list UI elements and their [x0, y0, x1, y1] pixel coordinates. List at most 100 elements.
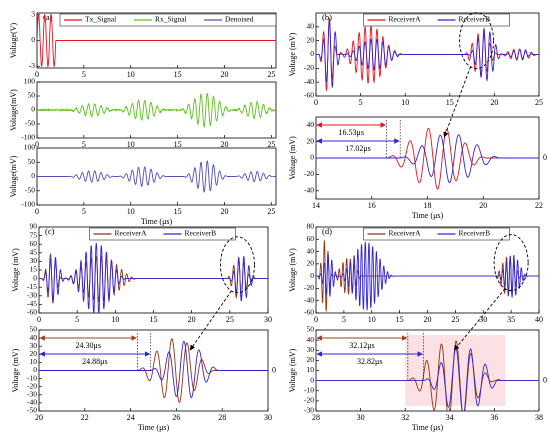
y-tick-label: 0 — [310, 271, 314, 280]
legend-label-rx_signal: Rx_Signal — [155, 15, 187, 24]
y-tick-label: -100 — [21, 200, 35, 209]
legend-box — [89, 227, 236, 241]
zero-label: 0 — [272, 365, 276, 374]
y-tick-label: -15 — [27, 282, 37, 291]
y-tick-label: -40 — [27, 398, 37, 407]
x-tick-label: 25 — [267, 207, 275, 216]
y-axis-label: Voltage (mV) — [288, 248, 297, 292]
x-tick-label: 5 — [82, 70, 86, 79]
x-tick-label: 20 — [188, 315, 196, 324]
y-tick-label: 40 — [30, 333, 38, 342]
y-tick-label: 45 — [30, 248, 38, 257]
y-tick-label: -50 — [25, 119, 35, 128]
x-tick-label: 25 — [451, 315, 459, 324]
y-tick-label: -20 — [304, 169, 314, 178]
panel-label: (c) — [45, 226, 55, 236]
zero-label: 0 — [543, 153, 547, 162]
x-tick-label: 28 — [218, 413, 226, 422]
legend-box — [363, 227, 510, 241]
y-tick-label: 15 — [30, 265, 38, 274]
y-tick-label: 0 — [310, 375, 314, 384]
y-tick-label: -45 — [27, 299, 37, 308]
y-axis-label: Voltage(mV) — [9, 89, 18, 131]
x-tick-label: 10 — [127, 140, 135, 149]
x-tick-label: 0 — [35, 207, 39, 216]
x-tick-label: 16 — [368, 201, 376, 210]
x-tick-label: 20 — [424, 315, 432, 324]
y-tick-label: 80 — [307, 222, 315, 231]
x-tick-label: 20 — [220, 140, 228, 149]
x-tick-label: 28 — [312, 413, 320, 422]
series-line-receiverb — [39, 340, 268, 399]
zoom-ellipse — [220, 236, 255, 294]
x-axis-label: Time (μs) — [141, 217, 173, 226]
x-tick-label: 26 — [172, 413, 180, 422]
y-tick-label: 30 — [30, 341, 38, 350]
legend: ReceiverA ReceiverB — [363, 227, 510, 241]
y-axis-label: Voltage (mV) — [11, 348, 20, 392]
x-tick-label: 15 — [174, 140, 182, 149]
panel-a2: 0 5 10 15 20 25 -100 -50 0 50 100 Voltage(mV) — [9, 77, 277, 149]
y-tick-label: -20 — [27, 381, 37, 390]
zoom-connector — [453, 288, 506, 351]
y-tick-label: 0 — [310, 49, 314, 58]
x-tick-label: 20 — [220, 207, 228, 216]
x-tick-label: 34 — [446, 413, 454, 422]
series-line-receiverb — [39, 243, 268, 313]
legend-label-receivera: ReceiverA — [389, 15, 422, 24]
arrival-a-label: 32.12μs — [349, 341, 374, 350]
x-tick-label: 0 — [35, 70, 39, 79]
x-tick-label: 30 — [479, 315, 487, 324]
legend-box — [59, 13, 277, 27]
y-tick-label: 50 — [307, 325, 315, 334]
x-tick-label: 32 — [401, 413, 409, 422]
legend-label-tx_signal: Tx_Signal — [85, 15, 116, 24]
y-tick-label: 10 — [307, 365, 315, 374]
x-tick-label: 14 — [312, 201, 320, 210]
series-line-receiverb — [316, 241, 539, 311]
y-tick-label: 3 — [31, 9, 35, 18]
panel-c2: 20 22 24 26 28 30-50-40-30-20-1001020304050Vo… — [11, 325, 276, 432]
arrival-a-label: 16.53μs — [339, 128, 364, 137]
legend-label-receiverb: ReceiverB — [459, 15, 491, 24]
x-tick-label: 0 — [314, 315, 318, 324]
x-tick-label: 38 — [535, 413, 543, 422]
x-tick-label: 20 — [479, 201, 487, 210]
arrival-a-label: 24.30μs — [76, 341, 101, 350]
series-line-receivera — [316, 127, 539, 190]
y-tick-label: 30 — [307, 345, 315, 354]
y-tick-label: 30 — [30, 256, 38, 265]
zoom-connector — [443, 66, 471, 138]
x-tick-label: 15 — [174, 207, 182, 216]
y-axis-label: Voltage (mV) — [11, 248, 20, 292]
y-tick-label: 0 — [310, 153, 314, 162]
x-tick-label: 15 — [396, 315, 404, 324]
x-tick-label: 22 — [535, 201, 543, 210]
zero-label: 0 — [543, 375, 547, 384]
y-tick-label: -40 — [304, 186, 314, 195]
arrival-b-label: 32.82μs — [357, 357, 382, 366]
x-tick-label: 5 — [82, 140, 86, 149]
y-tick-label: -30 — [27, 291, 37, 300]
y-tick-label: -60 — [304, 308, 314, 317]
y-tick-label: 75 — [30, 230, 38, 239]
legend: ReceiverA ReceiverB — [89, 227, 236, 241]
x-tick-label: 18 — [424, 201, 432, 210]
x-tick-label: 5 — [342, 315, 346, 324]
x-tick-label: 10 — [368, 315, 376, 324]
y-tick-label: -10 — [27, 373, 37, 382]
zoom-ellipse — [493, 234, 529, 292]
y-tick-label: -60 — [304, 91, 314, 100]
y-tick-label: 50 — [28, 91, 36, 100]
y-tick-label: -30 — [304, 406, 314, 415]
x-axis-label: Time (μs) — [412, 423, 444, 432]
panel-label: (d) — [322, 226, 332, 236]
x-tick-label: 20 — [220, 70, 228, 79]
panel-b1: 0 5 10 15 20 25 -60 -40 -20 0 20 40 Voltage (mV) (b) R… — [288, 12, 543, 107]
y-tick-label: -30 — [27, 390, 37, 399]
y-tick-label: 20 — [30, 349, 38, 358]
x-axis-label: Time (μs) — [412, 211, 444, 220]
